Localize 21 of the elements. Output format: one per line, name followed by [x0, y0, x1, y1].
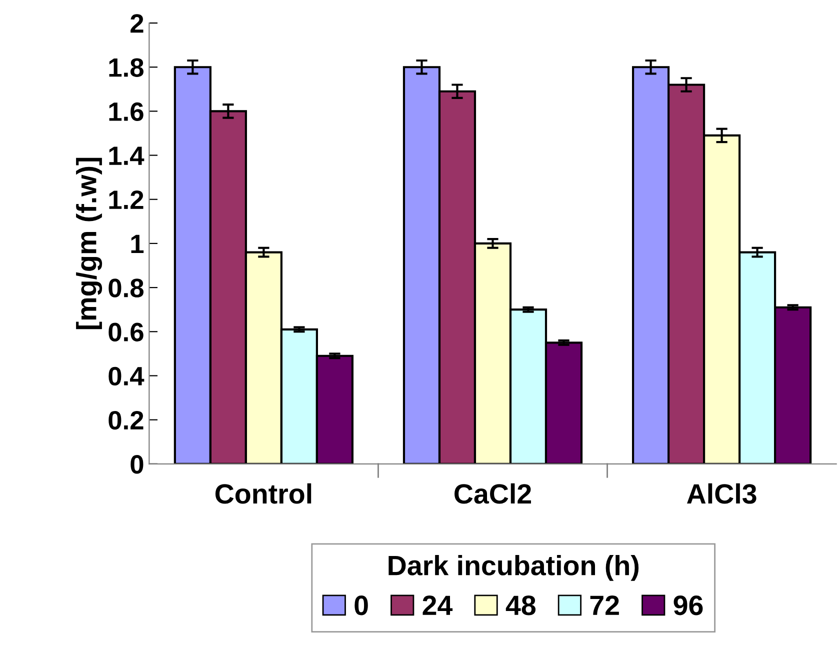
legend-title: Dark incubation (h) — [388, 555, 639, 581]
y-tick-label: 0.8 — [108, 278, 144, 298]
x-tick-label: Control — [215, 483, 312, 504]
x-tick-label: AlCl3 — [686, 483, 756, 504]
x-tick-label: CaCl2 — [454, 483, 531, 504]
y-tick-label: 1.4 — [109, 146, 144, 165]
legend-label: 72 — [590, 596, 619, 615]
y-tick-label: 1.2 — [109, 190, 144, 209]
y-tick-label: 0 — [130, 455, 144, 474]
y-tick-label: 2 — [130, 14, 144, 33]
y-tick-label: 0.2 — [108, 410, 144, 430]
legend-label: 0 — [354, 596, 368, 616]
y-tick-label: 1 — [131, 234, 144, 254]
y-axis-title: [mg/gm (f.w)] — [76, 158, 102, 330]
y-tick-label: 0.4 — [108, 366, 144, 386]
y-tick-label: 0.6 — [108, 322, 144, 342]
legend-label: 24 — [422, 596, 453, 615]
legend-label: 48 — [506, 596, 536, 616]
y-tick-label: 1.8 — [109, 58, 144, 77]
y-tick-label: 1.6 — [109, 102, 144, 122]
legend-label: 96 — [674, 596, 703, 616]
